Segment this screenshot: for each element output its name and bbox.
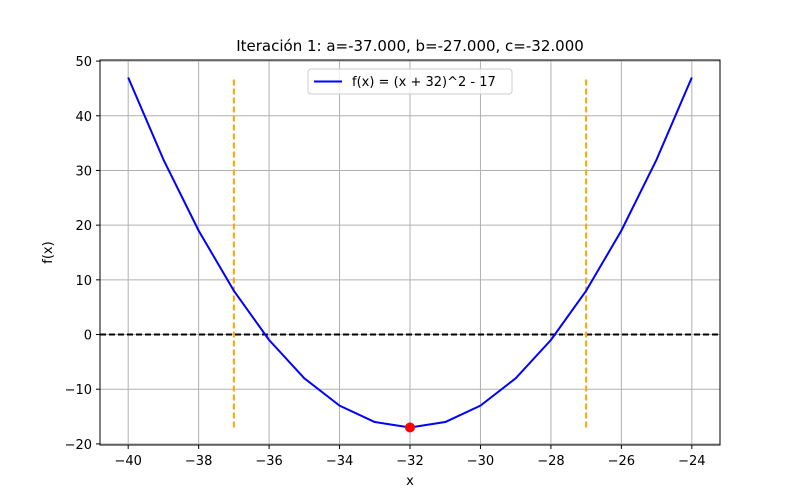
x-tick-label: −24 (678, 454, 705, 469)
y-tick-label: −10 (65, 383, 92, 398)
x-tick-label: −28 (537, 454, 564, 469)
x-axis: −40 −38 −36 −34 −32 −30 −28 −26 −24 (114, 445, 706, 469)
y-tick-label: 50 (75, 55, 92, 70)
y-axis: −20 −10 0 10 20 30 40 50 (65, 55, 100, 453)
midpoint-marker (405, 422, 415, 433)
x-tick-label: −30 (467, 454, 494, 469)
y-tick-label: 30 (75, 164, 92, 179)
y-tick-label: 0 (84, 329, 92, 344)
legend-box (307, 68, 513, 95)
y-tick-label: 20 (75, 219, 92, 234)
reference-lines (100, 77, 720, 428)
legend: f(x) = (x + 32)^2 - 17 (307, 68, 513, 95)
y-axis-label: f(x) (41, 241, 56, 263)
x-axis-label: x (406, 474, 414, 489)
y-tick-label: 40 (75, 110, 92, 125)
y-tick-label: 10 (75, 274, 92, 289)
x-tick-label: −40 (114, 454, 141, 469)
x-tick-label: −36 (255, 454, 282, 469)
grid (100, 60, 720, 445)
y-tick-label: −20 (65, 438, 92, 453)
x-tick-label: −38 (185, 454, 212, 469)
x-tick-label: −32 (396, 454, 423, 469)
chart-title: Iteración 1: a=-37.000, b=-27.000, c=-32… (236, 37, 584, 55)
x-tick-label: −34 (326, 454, 353, 469)
x-tick-label: −26 (608, 454, 635, 469)
points-layer (405, 422, 415, 433)
legend-label: f(x) = (x + 32)^2 - 17 (352, 75, 496, 90)
